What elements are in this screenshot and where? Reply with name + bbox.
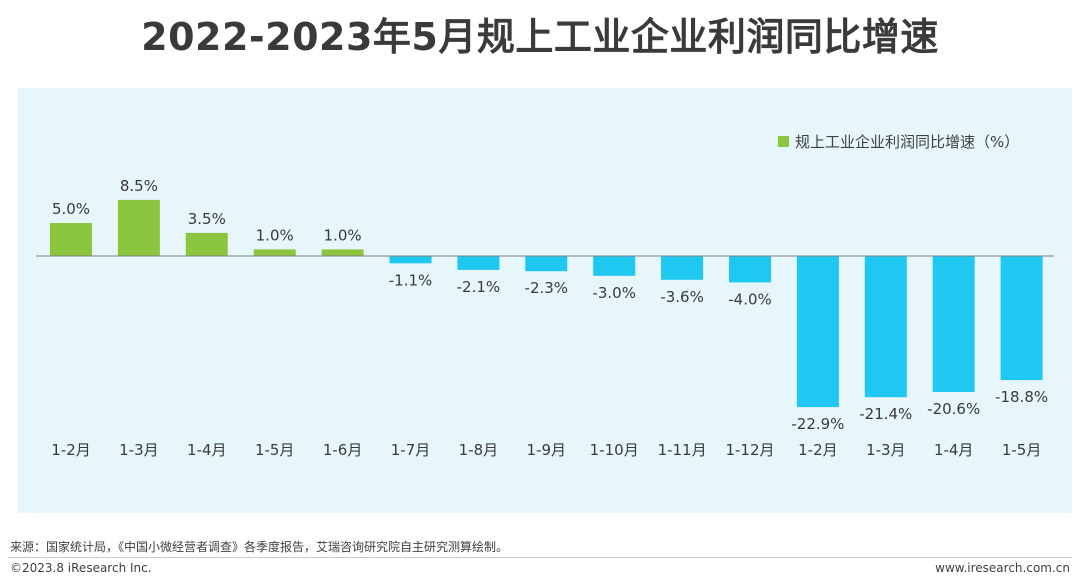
category-label-3: 1-4月 (187, 441, 227, 459)
bar-10 (661, 256, 704, 280)
copyright: ©2023.8 iResearch Inc. (10, 561, 152, 575)
bar-12 (796, 256, 839, 408)
category-label-12: 1-2月 (798, 441, 838, 459)
legend-label: 规上工业企业利润同比增速（%） (795, 133, 1020, 151)
value-label-11: -4.0% (728, 290, 772, 308)
category-label-5: 1-6月 (323, 441, 363, 459)
value-label-13: -21.4% (859, 405, 912, 423)
value-label-8: -2.3% (525, 279, 569, 297)
category-label-13: 1-3月 (866, 441, 906, 459)
category-label-15: 1-5月 (1002, 441, 1042, 459)
bar-5 (321, 249, 364, 256)
bar-7 (457, 256, 500, 270)
category-label-9: 1-10月 (590, 441, 639, 459)
footer-divider (8, 557, 1072, 558)
category-label-2: 1-3月 (119, 441, 159, 459)
bar-6 (389, 256, 432, 264)
value-label-4: 1.0% (256, 226, 294, 244)
source-note: 来源：国家统计局，《中国小微经营者调查》各季度报告，艾瑞咨询研究院自主研究测算绘… (10, 540, 509, 554)
category-label-11: 1-12月 (725, 441, 774, 459)
value-label-14: -20.6% (927, 400, 980, 418)
bar-4 (253, 249, 296, 256)
bar-2 (117, 199, 160, 256)
bar-3 (185, 232, 228, 256)
bar-1 (50, 223, 92, 256)
bar-14 (932, 256, 975, 392)
value-label-15: -18.8% (995, 388, 1048, 406)
chart-title: 2022-2023年5月规上工业企业利润同比增速 (141, 15, 939, 59)
bar-9 (593, 256, 636, 276)
value-label-9: -3.0% (592, 284, 636, 302)
category-label-10: 1-11月 (658, 441, 707, 459)
bar-13 (864, 256, 907, 398)
legend: 规上工业企业利润同比增速（%） (778, 131, 1019, 152)
value-label-7: -2.1% (457, 278, 501, 296)
category-label-8: 1-9月 (527, 441, 567, 459)
value-label-6: -1.1% (389, 271, 433, 289)
legend-swatch (778, 136, 789, 147)
category-label-7: 1-8月 (459, 441, 499, 459)
category-label-6: 1-7月 (391, 441, 431, 459)
category-label-1: 1-2月 (51, 441, 91, 459)
bar-8 (525, 256, 568, 272)
website-link[interactable]: www.iresearch.com.cn (935, 561, 1070, 575)
value-label-2: 8.5% (120, 177, 158, 195)
category-label-14: 1-4月 (934, 441, 974, 459)
value-label-1: 5.0% (52, 200, 90, 218)
value-label-3: 3.5% (188, 210, 226, 228)
value-label-5: 1.0% (324, 226, 362, 244)
bar-15 (1000, 256, 1043, 381)
bar-11 (729, 256, 771, 283)
value-label-12: -22.9% (791, 415, 844, 433)
value-label-10: -3.6% (660, 288, 704, 306)
category-label-4: 1-5月 (255, 441, 295, 459)
